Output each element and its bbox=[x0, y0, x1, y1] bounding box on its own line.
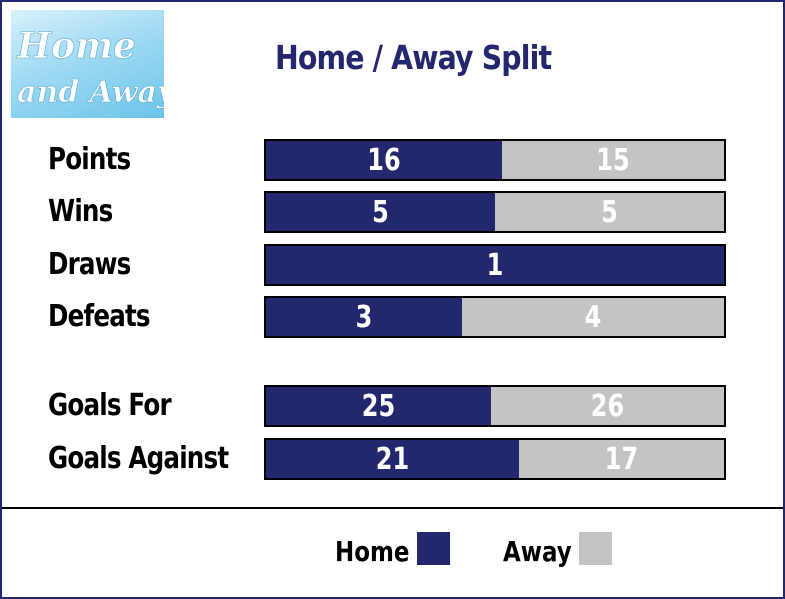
bar-away-defeats bbox=[462, 298, 724, 336]
chart-title: Home / Away Split bbox=[275, 38, 552, 77]
bar-home-points bbox=[266, 141, 502, 179]
bar-track-goals-against: 21 17 bbox=[264, 438, 726, 480]
category-label-goals-against: Goals Against bbox=[48, 441, 229, 476]
bar-home-wins bbox=[266, 193, 495, 231]
chart-panel: Home and Away Home / Away Split Points 16… bbox=[2, 2, 783, 507]
bar-home-goals-for bbox=[266, 387, 491, 425]
bar-away-wins bbox=[495, 193, 724, 231]
category-label-wins: Wins bbox=[48, 194, 113, 229]
chart-legend: Home Away bbox=[2, 522, 783, 582]
data-label-away-points: 15 bbox=[596, 142, 630, 178]
category-label-defeats: Defeats bbox=[48, 299, 151, 334]
bar-track-goals-for: 25 26 bbox=[264, 385, 726, 427]
home-and-away-logo: Home and Away bbox=[11, 10, 164, 118]
bar-home-draws bbox=[266, 246, 724, 284]
bar-away-goals-for bbox=[491, 387, 724, 425]
legend-swatch-away bbox=[579, 532, 612, 565]
bar-away-points bbox=[502, 141, 724, 179]
category-label-draws: Draws bbox=[48, 247, 131, 282]
data-label-home-wins: 5 bbox=[372, 194, 389, 230]
data-label-home-points: 16 bbox=[367, 142, 401, 178]
data-label-away-wins: 5 bbox=[601, 194, 618, 230]
category-label-points: Points bbox=[48, 142, 131, 177]
bar-home-defeats bbox=[266, 298, 462, 336]
data-label-home-draws: 1 bbox=[486, 247, 504, 283]
data-label-home-goals-against: 21 bbox=[375, 441, 410, 477]
data-label-away-goals-against: 17 bbox=[604, 441, 639, 477]
logo-text-line-2: and Away bbox=[17, 75, 164, 110]
data-label-home-defeats: 3 bbox=[355, 299, 373, 335]
legend-swatch-home bbox=[417, 532, 450, 565]
legend-label-away: Away bbox=[503, 535, 572, 568]
logo-text-line-1: Home bbox=[16, 25, 136, 67]
data-label-home-goals-for: 25 bbox=[361, 388, 396, 424]
bar-track-draws: 1 bbox=[264, 244, 726, 286]
bar-track-points: 16 15 bbox=[264, 139, 726, 181]
category-label-goals-for: Goals For bbox=[48, 388, 172, 423]
data-label-away-defeats: 4 bbox=[584, 299, 602, 335]
legend-label-home: Home bbox=[335, 535, 410, 568]
bar-home-goals-against bbox=[266, 440, 519, 478]
data-label-away-goals-for: 26 bbox=[590, 388, 625, 424]
bar-away-goals-against bbox=[519, 440, 724, 478]
panel-divider bbox=[2, 507, 783, 509]
